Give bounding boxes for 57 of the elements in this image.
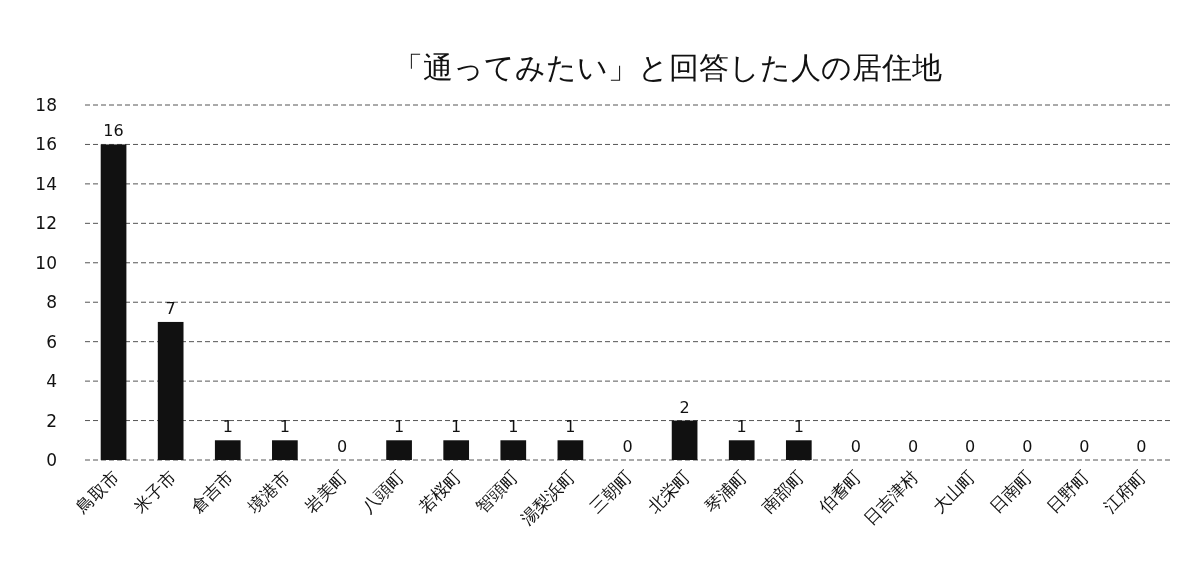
data-label: 1 (508, 417, 519, 437)
x-tick-label: 倉吉市 (186, 466, 237, 517)
data-label: 0 (965, 437, 976, 456)
bar (785, 440, 812, 460)
x-tick-label: 大山町 (928, 466, 979, 517)
y-tick-label: 4 (46, 371, 57, 392)
data-label: 1 (222, 417, 233, 437)
bar (443, 440, 470, 460)
data-label: 7 (165, 298, 176, 318)
x-tick-label: 米子市 (129, 466, 180, 517)
data-label: 1 (565, 417, 576, 437)
data-label: 1 (736, 417, 747, 437)
data-label: 1 (279, 417, 290, 437)
bar (272, 440, 298, 460)
data-label: 0 (1136, 437, 1147, 456)
data-label: 1 (393, 417, 405, 437)
x-tick-label: 湯梨浜町 (517, 466, 580, 529)
x-tick-label: 境港市 (242, 466, 294, 518)
x-tick-label: 琴浦町 (700, 466, 751, 517)
y-tick-label: 8 (46, 292, 57, 313)
y-tick-label: 14 (35, 173, 57, 194)
bar (500, 440, 527, 460)
data-label: 0 (1079, 437, 1090, 456)
bar (671, 420, 698, 460)
bar (100, 144, 127, 460)
y-tick-label: 16 (35, 134, 57, 155)
y-tick-label: 0 (46, 450, 57, 470)
bar (214, 440, 241, 460)
data-label: 1 (793, 417, 804, 437)
x-tick-label: 岩美町 (300, 466, 351, 517)
y-tick-label: 6 (46, 331, 57, 352)
x-tick-label: 日南町 (985, 466, 1037, 517)
y-tick-label: 2 (46, 410, 57, 431)
x-tick-label: 日野町 (1042, 466, 1094, 517)
x-tick-label: 北栄町 (643, 466, 694, 517)
data-label: 0 (1022, 437, 1033, 456)
x-tick-label: 南部町 (757, 466, 808, 517)
x-tick-label: 八頭町 (357, 466, 408, 517)
y-tick-label: 18 (35, 95, 57, 115)
bar (557, 440, 584, 460)
data-label: 0 (907, 437, 919, 456)
data-label: 0 (850, 437, 862, 456)
bar (728, 440, 755, 460)
x-tick-label: 三朝町 (586, 466, 637, 517)
bar (157, 321, 184, 460)
data-label: 16 (103, 121, 124, 141)
chart-title: 「通ってみたい」と回答した人の居住地 (393, 50, 942, 85)
x-tick-label: 江府町 (1100, 466, 1151, 517)
data-label: 1 (451, 417, 462, 437)
x-tick-label: 若桜町 (414, 466, 466, 517)
data-label: 0 (336, 437, 348, 456)
bar (386, 440, 412, 460)
data-label: 0 (622, 437, 633, 456)
data-label: 2 (679, 397, 690, 417)
y-tick-label: 12 (35, 213, 57, 234)
y-tick-label: 10 (35, 252, 57, 273)
x-tick-label: 鳥取市 (71, 466, 123, 518)
